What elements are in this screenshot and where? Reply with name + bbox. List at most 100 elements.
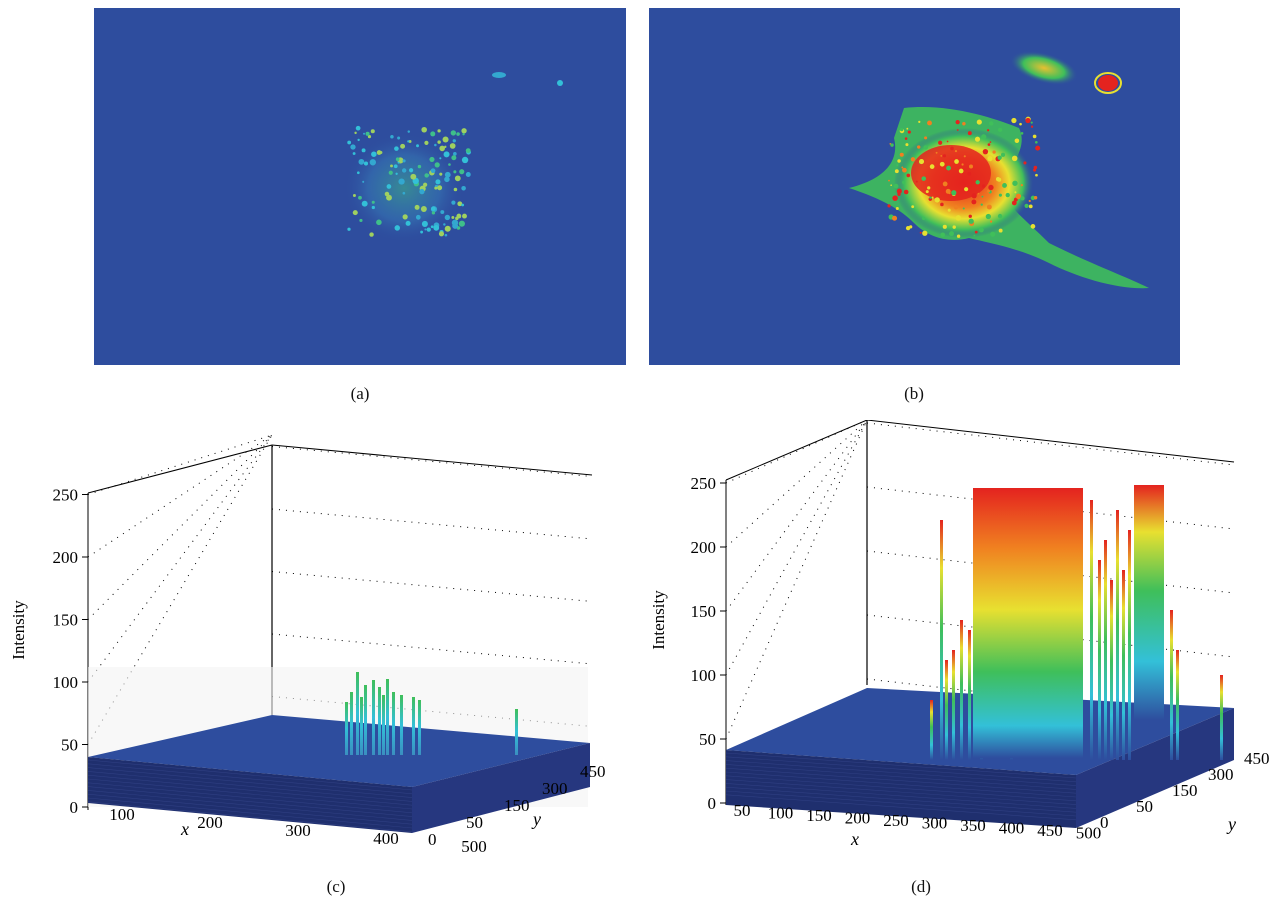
speckle — [974, 230, 978, 234]
speckle — [951, 190, 957, 196]
speckle — [408, 139, 412, 143]
base-stripe — [87, 767, 413, 798]
intensity-spike — [350, 692, 353, 755]
speckle — [998, 193, 1002, 197]
speckle — [988, 184, 994, 191]
speckle — [352, 193, 356, 197]
speckle — [940, 232, 946, 238]
grid-line — [725, 420, 868, 676]
speckle — [929, 196, 932, 199]
speckle — [430, 206, 436, 212]
speckle — [989, 121, 994, 126]
speckle — [1035, 173, 1038, 177]
base-stripe — [87, 778, 413, 810]
speckle — [931, 196, 934, 199]
z-tick-label: 250 — [691, 474, 717, 493]
speckle — [1000, 152, 1006, 157]
speckle — [402, 159, 406, 163]
y-axis-ticks: 0 50 150 300 450 — [428, 762, 606, 849]
z-axis-ticks: 0 50 100 150 200 250 — [691, 474, 726, 813]
speckle — [394, 225, 401, 231]
speckle — [917, 145, 921, 149]
base-stripe — [725, 790, 1077, 817]
speckle — [390, 164, 393, 168]
speckle — [1035, 145, 1041, 151]
speckle — [982, 148, 989, 155]
speckle — [465, 148, 471, 154]
y-axis-ticks: 0 50 150 300 450 — [1100, 749, 1270, 832]
speckle — [949, 231, 955, 237]
intensity-spike — [400, 695, 403, 755]
speckle — [439, 145, 445, 152]
speckle — [1005, 192, 1010, 198]
speckle — [952, 225, 956, 229]
intensity-spike — [930, 700, 933, 760]
grid-line — [725, 420, 868, 548]
y-tick-label: 50 — [466, 813, 483, 832]
speckle — [365, 131, 370, 136]
speckle — [985, 213, 991, 220]
speckle — [935, 151, 938, 154]
intensity-spike — [1220, 675, 1223, 760]
intensity-spike — [1176, 650, 1179, 760]
z-tick-label: 200 — [53, 548, 79, 567]
intensity-spike — [382, 695, 385, 755]
speckle — [424, 173, 429, 178]
x-tick-label: 500 — [1076, 824, 1102, 843]
speckle — [352, 210, 358, 216]
speckle — [962, 121, 966, 126]
speckle — [1032, 134, 1037, 139]
speckle — [461, 128, 467, 134]
speckle — [451, 219, 459, 226]
speckle — [401, 168, 407, 173]
intensity-spike — [1128, 530, 1131, 760]
speckle — [903, 189, 909, 195]
speckle — [907, 130, 911, 134]
intensity-spike — [515, 709, 518, 755]
x-tick-label: 400 — [373, 829, 399, 848]
speckle — [925, 190, 929, 194]
speckle — [1011, 117, 1017, 124]
x-axis-label: x — [850, 829, 859, 849]
speckle — [1033, 165, 1038, 170]
speckle — [457, 201, 463, 207]
intensity-spike — [418, 700, 421, 755]
speckle — [448, 163, 451, 166]
speckle — [402, 214, 408, 220]
z-tick-label: 150 — [691, 602, 717, 621]
speckle — [435, 179, 441, 185]
speckle — [431, 211, 436, 215]
grid-line — [87, 435, 273, 495]
intensity-spike — [1116, 510, 1119, 760]
speckle — [456, 132, 460, 136]
speckle — [1025, 117, 1031, 124]
grid-line — [271, 571, 593, 602]
speckle — [357, 138, 360, 142]
speckle — [414, 204, 420, 210]
speckle — [429, 156, 435, 162]
speckle — [906, 173, 911, 178]
speckle — [451, 155, 457, 161]
speckle — [940, 155, 943, 157]
speckle — [409, 168, 414, 173]
speckle — [417, 164, 422, 169]
base-stripe — [725, 756, 1077, 783]
speckle — [976, 119, 982, 125]
speckle — [995, 177, 1001, 182]
speckle — [451, 200, 456, 205]
intensity-spike — [345, 702, 348, 755]
speckle — [355, 125, 361, 131]
y-tick-label: 0 — [428, 830, 437, 849]
speckle — [358, 158, 365, 165]
speckle — [1020, 132, 1024, 135]
speckle — [1019, 122, 1022, 126]
intensity-spike — [356, 672, 359, 755]
speckle — [888, 179, 890, 182]
speckle — [940, 202, 944, 207]
panel-c-label: (c) — [326, 877, 346, 896]
speckle — [887, 204, 891, 208]
speckle — [915, 180, 918, 183]
y-tick-label: 450 — [1244, 749, 1270, 768]
speckle — [369, 232, 374, 237]
speckle — [354, 131, 357, 135]
